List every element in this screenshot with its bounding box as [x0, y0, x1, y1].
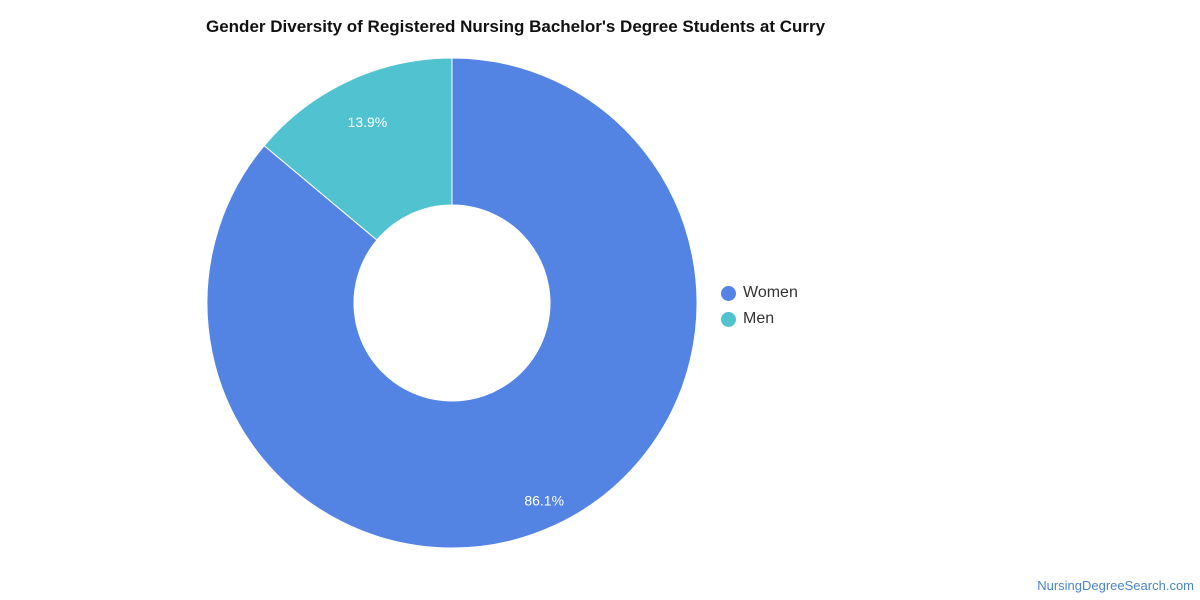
slice-label-women: 86.1%	[524, 493, 564, 509]
legend-label-women: Women	[743, 284, 798, 301]
legend-swatch-women	[721, 285, 736, 301]
footer-credit-link[interactable]: NursingDegreeSearch.com	[1037, 578, 1194, 593]
chart-legend: Women Men	[721, 280, 798, 332]
legend-item-women[interactable]: Women	[721, 280, 798, 306]
legend-label-men: Men	[743, 310, 775, 327]
donut-slice-men[interactable]	[263, 57, 453, 241]
legend-item-men[interactable]: Men	[721, 306, 798, 332]
slice-label-men: 13.9%	[348, 114, 388, 130]
chart-title: Gender Diversity of Registered Nursing B…	[206, 17, 826, 36]
legend-swatch-men	[721, 311, 736, 327]
donut-slice-women[interactable]	[206, 57, 698, 549]
